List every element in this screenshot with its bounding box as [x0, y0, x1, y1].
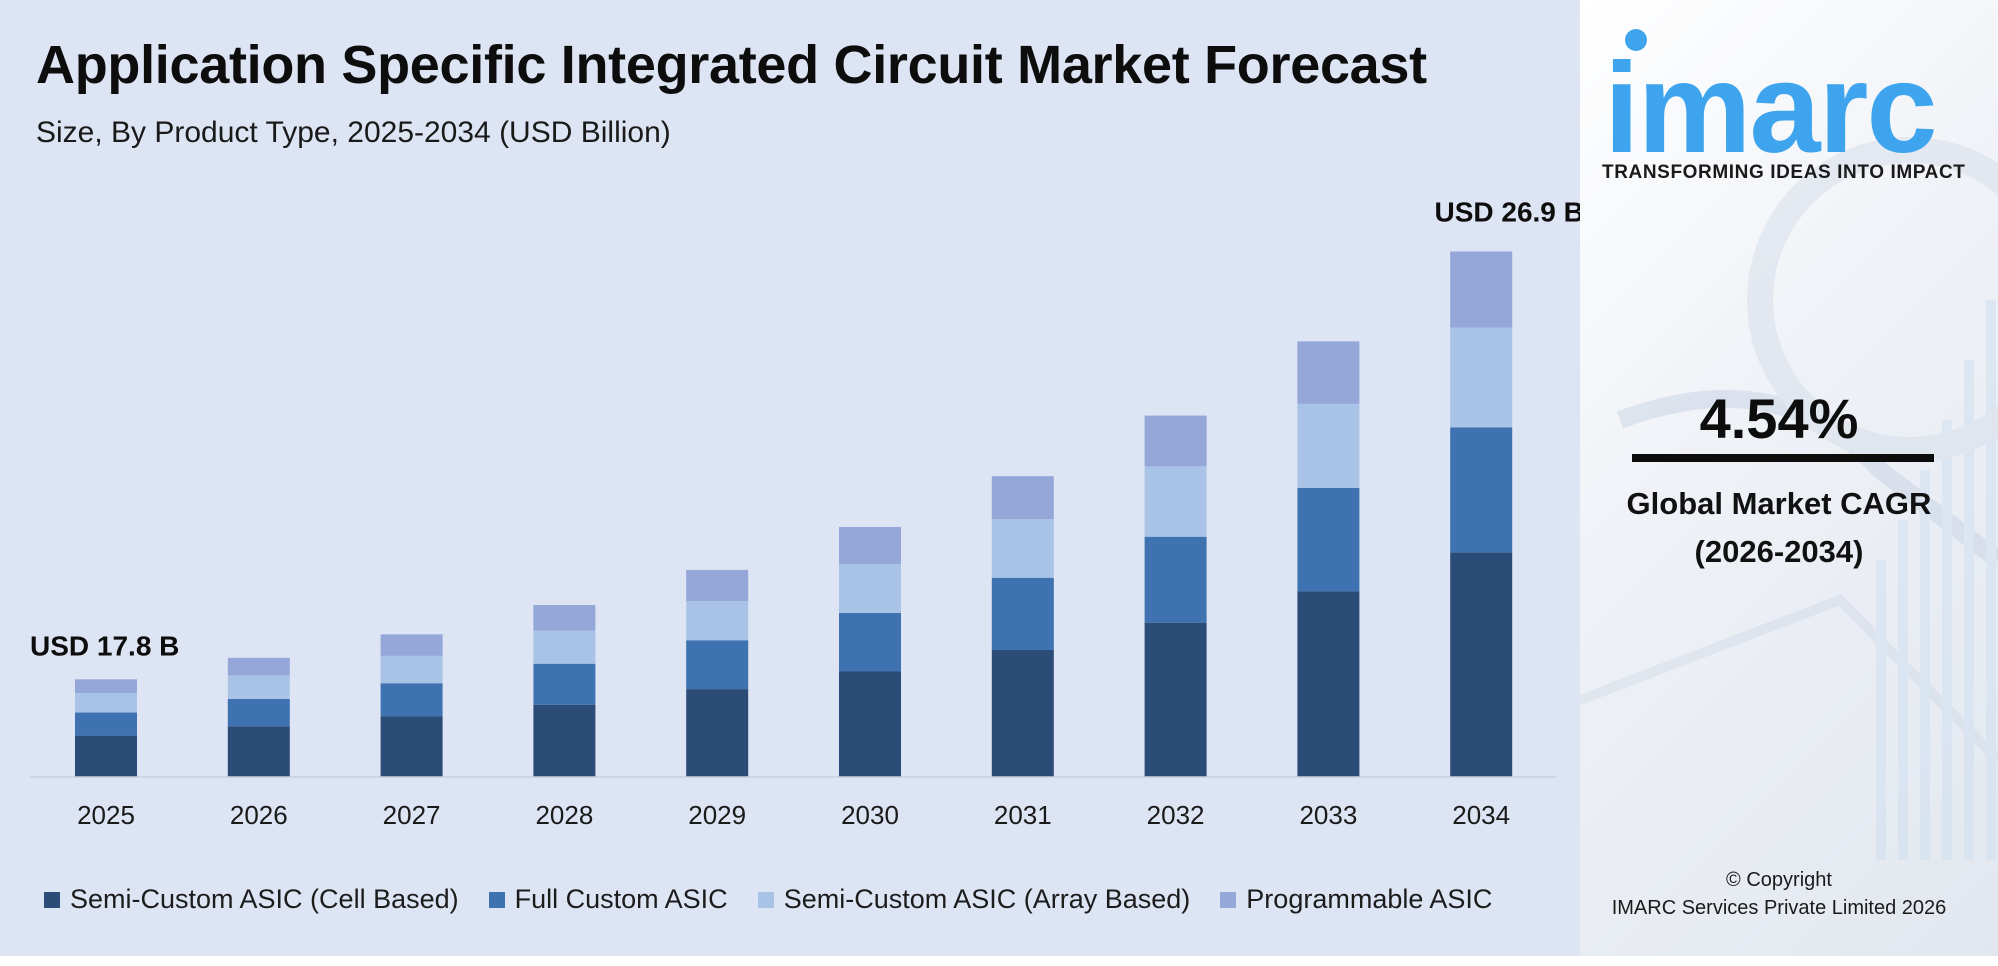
x-tick-label-2030: 2030: [841, 800, 899, 830]
bar-segment-2025-series-2: [75, 692, 137, 713]
bar-segment-2028-series-3: [533, 605, 596, 631]
x-tick-label-2026: 2026: [230, 800, 288, 830]
bar-segment-2031-series-3: [991, 476, 1054, 520]
bar-segment-2034-series-2: [1450, 327, 1513, 428]
legend-swatch: [1220, 891, 1237, 908]
bar-segment-2030-series-0: [839, 671, 901, 777]
total-label-2025: USD 17.8 B: [30, 630, 179, 661]
bar-segment-2032-series-2: [1144, 466, 1207, 537]
logo-wordmark: imarc: [1604, 37, 1936, 164]
x-tick-label-2027: 2027: [383, 800, 441, 830]
bar-segment-2028-series-0: [533, 704, 596, 777]
bar-segment-2031-series-2: [991, 519, 1054, 578]
cagr-label-line2: (2026-2034): [1694, 534, 1864, 569]
legend-swatch: [488, 891, 505, 908]
bar-segment-2026-series-2: [227, 675, 290, 699]
brand-tagline: TRANSFORMING IDEAS INTO IMPACT: [1602, 162, 1966, 183]
bar-group: [75, 251, 1513, 777]
x-tick-label-2025: 2025: [77, 800, 135, 830]
bar-segment-2025-series-3: [75, 679, 137, 693]
bar-segment-2032-series-3: [1144, 415, 1207, 467]
total-annotations: USD 17.8 B USD 26.9 B: [30, 196, 1580, 661]
bar-segment-2027-series-3: [380, 634, 443, 656]
x-tick-label-2034: 2034: [1452, 800, 1510, 830]
bar-segment-2028-series-1: [533, 663, 596, 705]
chart-title: Application Specific Integrated Circuit …: [36, 35, 1427, 95]
bar-segment-2028-series-2: [533, 630, 596, 664]
bar-segment-2029-series-1: [686, 640, 749, 690]
copyright: © Copyright IMARC Services Private Limit…: [1580, 866, 1978, 922]
x-tick-label-2028: 2028: [535, 800, 593, 830]
copyright-line1: © Copyright: [1726, 869, 1832, 891]
bar-segment-2034-series-1: [1450, 427, 1513, 553]
logo-dot: [1625, 29, 1647, 51]
x-tick-labels: 2025 2026 2027 2028 2029 2030 2031 2032 2033 2034: [77, 800, 1510, 830]
bar-segment-2025-series-1: [75, 712, 137, 736]
legend-label: Semi-Custom ASIC (Cell Based): [70, 884, 459, 914]
legend-label: Programmable ASIC: [1246, 884, 1493, 914]
cagr-label: Global Market CAGR (2026-2034): [1580, 480, 1978, 576]
legend-label: Full Custom ASIC: [514, 884, 728, 914]
background-chart-graphic: [1580, 137, 1998, 860]
copyright-line2: IMARC Services Private Limited 2026: [1611, 897, 1947, 919]
bar-segment-2027-series-1: [380, 683, 443, 717]
chart-subtitle: Size, By Product Type, 2025-2034 (USD Bi…: [36, 116, 671, 149]
x-tick-label-2031: 2031: [994, 800, 1052, 830]
bar-segment-2032-series-0: [1144, 622, 1207, 777]
x-tick-label-2032: 2032: [1147, 800, 1205, 830]
legend-label: Semi-Custom ASIC (Array Based): [783, 884, 1191, 914]
bar-segment-2030-series-2: [839, 564, 901, 613]
legend-swatch: [44, 891, 60, 908]
bar-segment-2033-series-0: [1297, 591, 1360, 777]
cagr-divider: [1632, 454, 1934, 462]
bar-segment-2026-series-3: [227, 657, 290, 676]
legend: Semi-Custom ASIC (Cell Based) Full Custom…: [44, 884, 1492, 915]
stacked-bar-chart: 2025 2026 2027 2028 2029 2030 2031 2032 2033 2034…: [30, 196, 1580, 830]
legend-item-1: Full Custom ASIC: [488, 884, 728, 915]
legend-swatch: [757, 891, 774, 908]
bar-segment-2031-series-1: [991, 577, 1054, 651]
x-tick-label-2029: 2029: [688, 800, 746, 830]
bar-segment-2034-series-3: [1450, 251, 1513, 328]
bar-segment-2029-series-0: [686, 689, 749, 777]
bar-segment-2029-series-3: [686, 569, 749, 602]
bar-segment-2031-series-0: [991, 650, 1054, 777]
legend-item-2: Semi-Custom ASIC (Array Based): [757, 884, 1191, 915]
cagr-value: 4.54%: [1699, 387, 1859, 450]
bar-segment-2025-series-0: [75, 735, 137, 777]
bar-segment-2027-series-0: [380, 716, 443, 777]
bar-segment-2034-series-0: [1450, 552, 1513, 777]
imarc-logo: imarc: [1604, 29, 1938, 164]
bar-segment-2030-series-3: [839, 526, 901, 565]
chart-panel: Application Specific Integrated Circuit …: [0, 0, 1580, 956]
bar-segment-2030-series-1: [839, 612, 901, 672]
bar-segment-2027-series-2: [380, 655, 443, 684]
side-panel: imarc TRANSFORMING IDEAS INTO IMPACT 4.5…: [1580, 0, 1998, 956]
total-label-2034: USD 26.9 B: [1434, 196, 1580, 227]
x-tick-label-2033: 2033: [1299, 800, 1357, 830]
bar-segment-2026-series-0: [227, 726, 290, 777]
bar-segment-2032-series-1: [1144, 536, 1207, 623]
cagr-label-line1: Global Market CAGR: [1626, 486, 1932, 521]
legend-item-0: Semi-Custom ASIC (Cell Based): [44, 884, 459, 915]
bar-segment-2033-series-3: [1297, 341, 1360, 404]
bar-segment-2029-series-2: [686, 601, 749, 641]
bar-segment-2026-series-1: [227, 698, 290, 727]
legend-item-3: Programmable ASIC: [1220, 884, 1492, 915]
bar-segment-2033-series-1: [1297, 487, 1360, 592]
bar-segment-2033-series-2: [1297, 403, 1360, 488]
